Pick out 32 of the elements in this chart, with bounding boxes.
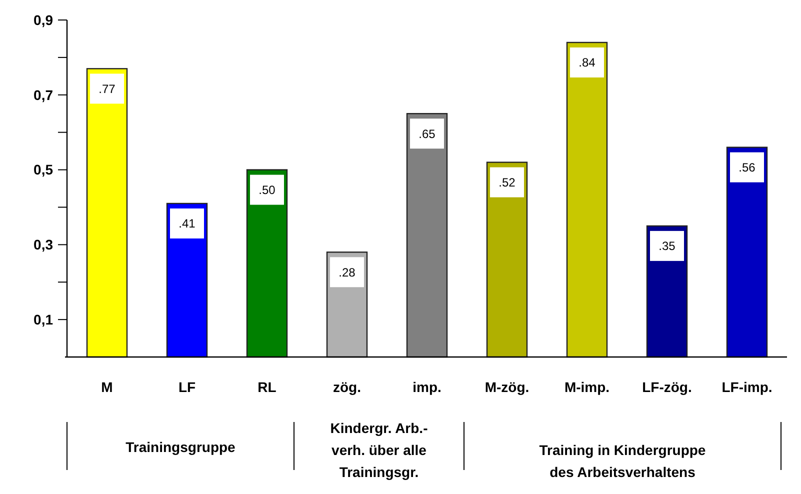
y-tick-label: 0,7 — [34, 86, 54, 103]
bar — [566, 42, 608, 358]
data-label: .50 — [258, 182, 276, 197]
data-label: .65 — [418, 126, 436, 141]
data-label: .28 — [338, 265, 356, 280]
x-tick-label: zög. — [333, 378, 361, 395]
bar — [246, 169, 288, 358]
y-tick-label: 0,1 — [34, 311, 54, 328]
x-tick-label: M-zög. — [484, 378, 530, 395]
x-tick-label: LF-zög. — [642, 378, 692, 395]
x-tick-label: LF — [178, 378, 196, 395]
bar — [726, 146, 768, 358]
x-tick-label: M-imp. — [564, 378, 610, 395]
data-label: .56 — [738, 160, 756, 175]
text: Kindergr. Arb.-verh. über alle Trainingsgr. — [330, 420, 428, 480]
y-tick-label: 0,9 — [34, 12, 54, 28]
y-tick-label: 0,5 — [34, 162, 54, 178]
y-tick-label: 0,3 — [34, 236, 54, 253]
text: Training in Kindergruppe des Arbeitsverhaltens — [539, 442, 706, 480]
bar — [86, 68, 128, 358]
x-tick-label: RL — [258, 378, 277, 395]
bar — [406, 113, 448, 358]
data-label: .84 — [578, 56, 596, 70]
text: Trainingsgruppe — [126, 439, 236, 455]
bar — [486, 162, 528, 358]
x-tick-label: M — [101, 378, 113, 395]
data-label: .41 — [178, 216, 196, 231]
data-label: .52 — [498, 175, 516, 190]
x-tick-label: imp. — [412, 378, 442, 395]
x-tick-label: LF-imp. — [722, 378, 772, 395]
data-label: .35 — [658, 239, 676, 254]
data-label: .77 — [98, 82, 116, 96]
